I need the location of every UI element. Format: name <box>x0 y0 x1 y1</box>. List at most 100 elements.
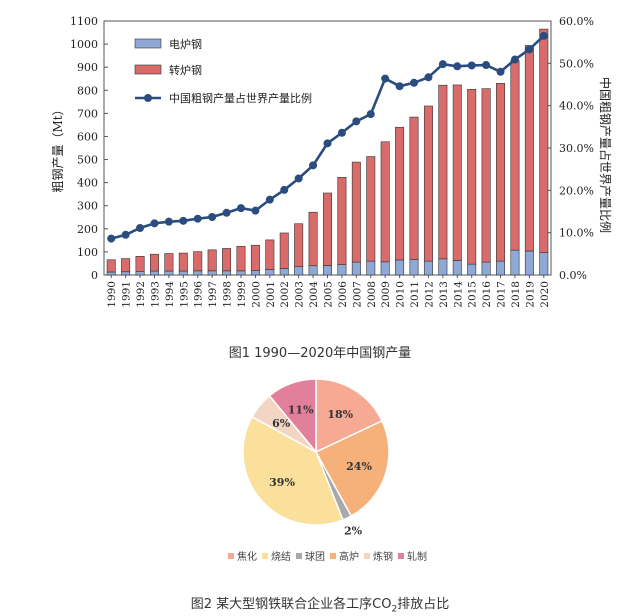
x-tick-label: 2005 <box>323 281 335 308</box>
bar-converter <box>423 105 433 262</box>
ratio-point <box>438 60 447 69</box>
x-tick-label: 1991 <box>121 281 133 308</box>
x-tick-label: 1990 <box>106 281 118 308</box>
legend-label-1: 烧结 <box>271 550 291 563</box>
pie-label-1: 39% <box>269 476 295 489</box>
bar-converter <box>496 83 506 262</box>
pie-slice-0 <box>315 378 384 454</box>
bar-electric-furnace <box>510 249 520 276</box>
figure2-caption-main: 图2 某大型钢铁联合企业各工序CO <box>190 597 392 612</box>
y-tick-label: 100 <box>77 246 98 259</box>
x-tick-label: 2010 <box>395 281 407 308</box>
x-tick-label: 2002 <box>279 281 291 308</box>
bar-electric-furnace <box>121 271 131 276</box>
figure2-caption-tail: 排放占比 <box>397 597 450 612</box>
x-tick-label: 1999 <box>236 281 248 308</box>
legend-label-3: 高炉 <box>339 550 359 563</box>
bar-converter <box>481 88 491 263</box>
x-tick-label: 1995 <box>178 281 190 308</box>
bar-electric-furnace <box>395 259 405 276</box>
bar-converter <box>395 126 405 261</box>
pie-label-0: 18% <box>327 408 353 421</box>
bar-electric-furnace <box>178 270 188 276</box>
y-tick-label: 600 <box>77 130 98 143</box>
chart1-bars <box>106 28 549 276</box>
x-tick-label: 1992 <box>135 281 147 308</box>
x-tick-label: 2012 <box>423 281 435 308</box>
ratio-point <box>323 139 332 148</box>
bar-converter <box>294 223 304 267</box>
bar-converter <box>380 141 390 263</box>
x-tick-label: 2020 <box>539 281 551 308</box>
y2-axis-title: 中国粗钢产量占世界产量比例 <box>598 77 613 233</box>
ratio-point <box>410 78 419 87</box>
x-tick-label: 2015 <box>467 281 479 308</box>
bar-electric-furnace <box>308 265 318 276</box>
bar-converter <box>164 253 174 272</box>
bar-electric-furnace <box>481 261 491 276</box>
bar-converter <box>351 161 361 263</box>
y-tick-label: 1000 <box>70 38 98 51</box>
ratio-point <box>525 45 534 54</box>
bar-converter <box>337 177 347 265</box>
y2-tick-label: 50.0% <box>559 57 594 70</box>
legend-label-converter: 转炉钢 <box>169 63 202 77</box>
ratio-point <box>539 31 548 40</box>
y-tick-label: 700 <box>77 107 98 120</box>
bar-electric-furnace <box>193 270 203 276</box>
ratio-point <box>395 82 404 91</box>
bar-electric-furnace <box>149 270 159 276</box>
legend-swatch-electric <box>134 38 162 49</box>
legend-swatch-0 <box>228 553 234 559</box>
bar-electric-furnace <box>222 270 232 276</box>
bar-electric-furnace <box>351 261 361 276</box>
y-tick-label: 800 <box>77 84 98 97</box>
bar-converter <box>193 251 203 272</box>
bar-electric-furnace <box>279 268 289 276</box>
legend-swatch-2 <box>296 553 302 559</box>
pie-labels: 18% 24% 2% 39% 6%11% <box>269 403 372 537</box>
legend-label-electric: 电炉钢 <box>169 38 202 51</box>
legend-swatch-5 <box>398 553 404 559</box>
y2-tick-label: 0.0% <box>559 269 587 282</box>
y-axis-title: 粗钢产量（Mt） <box>51 103 65 192</box>
pie-slice-1 <box>242 415 344 526</box>
bar-electric-furnace <box>409 259 419 276</box>
x-tick-label: 2017 <box>496 281 508 308</box>
x-tick-label: 2000 <box>250 281 262 308</box>
figure2-caption-sub: 2 <box>391 604 398 615</box>
y2-tick-label: 40.0% <box>559 100 594 113</box>
legend-label-ratio: 中国粗钢产量占世界产量比例 <box>169 91 312 105</box>
bar-electric-furnace <box>366 260 376 276</box>
bar-converter <box>323 192 332 266</box>
pie-label-4: 6% <box>272 417 291 430</box>
ratio-point <box>337 128 346 137</box>
bar-converter <box>207 249 217 272</box>
x-tick-label: 1997 <box>207 281 219 308</box>
ratio-point <box>381 74 390 83</box>
bar-converter <box>121 258 131 273</box>
bar-electric-furnace <box>524 250 534 276</box>
ratio-point <box>107 234 116 243</box>
bar-converter <box>106 259 116 273</box>
bar-electric-furnace <box>423 260 433 276</box>
pie-label-3: 24% <box>346 460 372 473</box>
bar-electric-furnace <box>323 265 332 276</box>
y2-tick-label: 20.0% <box>559 184 594 197</box>
co2-emission-pie-chart: 18% 24% 2% 39% 6%11% 焦化 烧结 球团 高炉 炼钢 轧制 <box>228 378 427 563</box>
x-tick-label: 2013 <box>438 281 450 308</box>
ratio-point <box>150 219 159 228</box>
bar-converter <box>149 253 159 272</box>
ratio-point <box>136 224 145 233</box>
y2-tick-label: 30.0% <box>559 142 594 155</box>
ratio-point <box>366 110 375 119</box>
x-tick-label: 2006 <box>337 281 349 308</box>
y-tick-label: 200 <box>77 223 98 236</box>
bar-converter <box>510 60 520 251</box>
ratio-point <box>453 62 462 71</box>
ratio-point <box>482 61 491 70</box>
x-tick-label: 1994 <box>164 281 176 308</box>
ratio-point <box>265 195 274 204</box>
bar-electric-furnace <box>207 270 217 276</box>
